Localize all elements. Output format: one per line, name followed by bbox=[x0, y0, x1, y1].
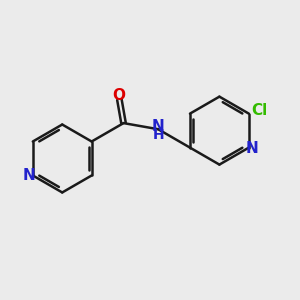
Text: N: N bbox=[245, 141, 258, 156]
Text: N: N bbox=[152, 119, 164, 134]
Text: O: O bbox=[112, 88, 125, 103]
Text: H: H bbox=[152, 128, 164, 142]
Text: N: N bbox=[22, 168, 35, 183]
Text: Cl: Cl bbox=[251, 103, 267, 118]
